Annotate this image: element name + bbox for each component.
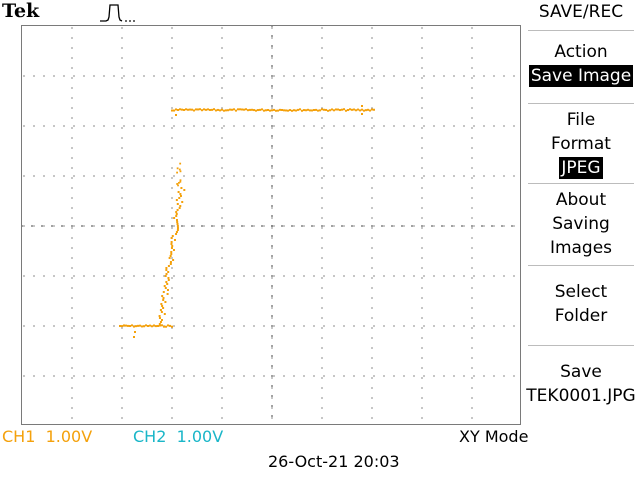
graticule (22, 26, 515, 419)
menu-separator (528, 103, 634, 104)
xy-mode-indicator: XY Mode (459, 427, 529, 446)
action-value: Save Image (528, 65, 634, 87)
pulse-trigger-icon (100, 4, 135, 22)
about-line-1: About (555, 190, 607, 210)
ch2-scale: 1.00V (176, 427, 224, 446)
file-format-label-1: File (566, 110, 596, 130)
ch1-label: CH1 (2, 427, 36, 446)
about-line-3: Images (549, 238, 613, 258)
xy-trace (119, 105, 375, 338)
file-format-menu-item[interactable]: File Format JPEG (522, 108, 640, 180)
menu-separator (528, 183, 634, 184)
ch2-readout: CH2 1.00V (133, 427, 223, 447)
about-line-2: Saving (552, 214, 610, 234)
save-line-1: Save (560, 362, 602, 382)
select-folder-line-1: Select (554, 282, 608, 302)
brand-logo: Tek (2, 0, 40, 22)
select-folder-menu-item[interactable]: Select Folder (522, 280, 640, 328)
top-bar: Tek (0, 0, 520, 26)
ch1-scale: 1.00V (45, 427, 93, 446)
save-file-menu-item[interactable]: Save TEK0001.JPG (522, 360, 640, 408)
save-filename: TEK0001.JPG (526, 386, 636, 406)
ch2-label: CH2 (133, 427, 167, 446)
menu-separator (528, 265, 634, 266)
action-menu-item[interactable]: Action Save Image (522, 40, 640, 88)
menu-separator (528, 30, 634, 31)
date-time: 26-Oct-21 20:03 (268, 452, 400, 471)
waveform-display (21, 25, 521, 425)
side-menu: SAVE/REC Action Save Image File Format J… (522, 0, 640, 480)
ch1-readout: CH1 1.00V (2, 427, 92, 447)
about-saving-images-menu-item[interactable]: About Saving Images (522, 188, 640, 260)
file-format-label-2: Format (551, 134, 611, 154)
menu-separator (528, 345, 634, 346)
menu-title: SAVE/REC (538, 2, 624, 22)
select-folder-line-2: Folder (554, 306, 608, 326)
action-label: Action (554, 42, 608, 62)
file-format-value: JPEG (559, 157, 603, 179)
